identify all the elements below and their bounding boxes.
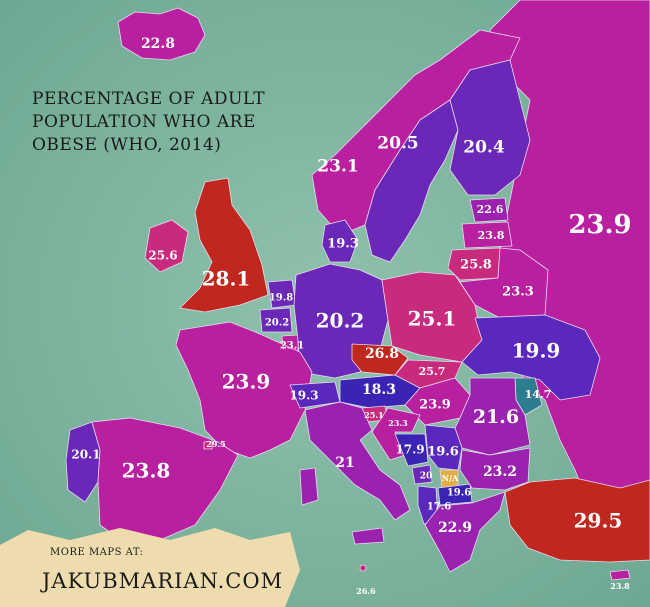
country-uk[interactable]: [179, 177, 269, 313]
value-labels: 22.8 23.1 20.5 20.4 23.9 22.6 23.8 25.8 …: [71, 36, 631, 596]
label-portugal: 20.1: [71, 448, 100, 462]
label-poland: 25.1: [408, 307, 457, 331]
country-denmark[interactable]: [321, 219, 359, 263]
title-line-2: POPULATION WHO ARE: [32, 112, 256, 132]
label-netherlands: 19.8: [269, 293, 293, 304]
country-turkey[interactable]: [504, 477, 650, 563]
map-title: PERCENTAGE OF ADULT POPULATION WHO ARE O…: [32, 89, 265, 155]
label-finland: 20.4: [463, 138, 505, 158]
country-iceland[interactable]: [117, 7, 206, 61]
label-sweden: 20.5: [377, 134, 418, 154]
label-czechia: 26.8: [365, 346, 399, 362]
label-hungary: 23.9: [419, 398, 451, 413]
country-bosnia[interactable]: [394, 433, 429, 467]
label-switzerland: 19.3: [289, 389, 318, 403]
label-spain: 23.8: [122, 459, 171, 483]
title-line-3: OBESE (WHO, 2014): [32, 135, 221, 155]
label-austria: 18.3: [362, 382, 396, 398]
label-slovenia: 25.1: [364, 410, 383, 420]
country-montenegro[interactable]: [411, 464, 433, 485]
label-luxembourg: 23.1: [280, 341, 304, 352]
label-slovakia: 25.7: [419, 365, 446, 378]
label-norway: 23.1: [317, 157, 358, 177]
label-moldova: 14.7: [525, 388, 552, 401]
country-ireland[interactable]: [144, 219, 189, 273]
label-serbia: 19.6: [427, 445, 459, 460]
country-greece[interactable]: [424, 491, 506, 573]
credit-banner[interactable]: MORE MAPS AT: JAKUBMARIAN.COM: [0, 528, 300, 607]
label-belgium: 20.2: [265, 318, 289, 329]
label-latvia: 23.8: [478, 229, 505, 242]
title-line-1: PERCENTAGE OF ADULT: [32, 89, 265, 109]
label-malta: 26.6: [356, 586, 376, 596]
label-montenegro: 20: [420, 472, 433, 482]
label-italy: 21: [335, 455, 354, 471]
country-france[interactable]: [175, 321, 313, 459]
country-italy[interactable]: [304, 401, 411, 521]
label-kosovo: N/A: [442, 473, 459, 483]
country-spain[interactable]: [91, 417, 239, 541]
country-estonia[interactable]: [469, 197, 509, 223]
label-estonia: 22.6: [477, 203, 504, 216]
label-greece: 22.9: [438, 520, 472, 536]
island-sicily: [351, 527, 385, 545]
country-cyprus[interactable]: [609, 569, 631, 581]
label-iceland: 22.8: [141, 36, 175, 52]
credit-url[interactable]: JAKUBMARIAN.COM: [40, 569, 283, 593]
country-finland[interactable]: [449, 59, 531, 196]
country-andorra[interactable]: [203, 440, 213, 450]
country-malta[interactable]: [359, 564, 367, 572]
credit-small-text: MORE MAPS AT:: [50, 547, 144, 558]
country-lithuania[interactable]: [447, 247, 501, 281]
label-turkey: 29.5: [574, 509, 623, 533]
label-uk: 28.1: [202, 267, 251, 291]
label-denmark: 19.3: [327, 237, 359, 252]
country-macedonia[interactable]: [437, 483, 473, 506]
island-sardinia: [299, 467, 319, 506]
country-bulgaria[interactable]: [459, 447, 531, 491]
label-lithuania: 25.8: [460, 258, 492, 273]
label-belarus: 23.3: [502, 285, 534, 300]
credit-parchment: [0, 528, 300, 607]
label-ukraine: 19.9: [512, 339, 561, 363]
label-albania: 17.6: [427, 502, 451, 513]
label-ireland: 25.6: [148, 249, 177, 263]
label-france: 23.9: [222, 370, 271, 394]
label-bulgaria: 23.2: [483, 464, 517, 480]
label-cyprus: 23.8: [610, 581, 630, 591]
country-belgium[interactable]: [259, 307, 293, 333]
label-croatia: 23.3: [388, 418, 408, 428]
label-russia: 23.9: [568, 210, 631, 240]
label-macedonia: 19.6: [447, 488, 471, 499]
label-romania: 21.6: [473, 406, 519, 428]
country-latvia[interactable]: [461, 221, 513, 249]
label-andorra: 29.5: [206, 439, 225, 449]
label-bosnia: 17.9: [395, 443, 424, 457]
label-germany: 20.2: [316, 309, 365, 333]
country-ukraine[interactable]: [461, 314, 601, 401]
